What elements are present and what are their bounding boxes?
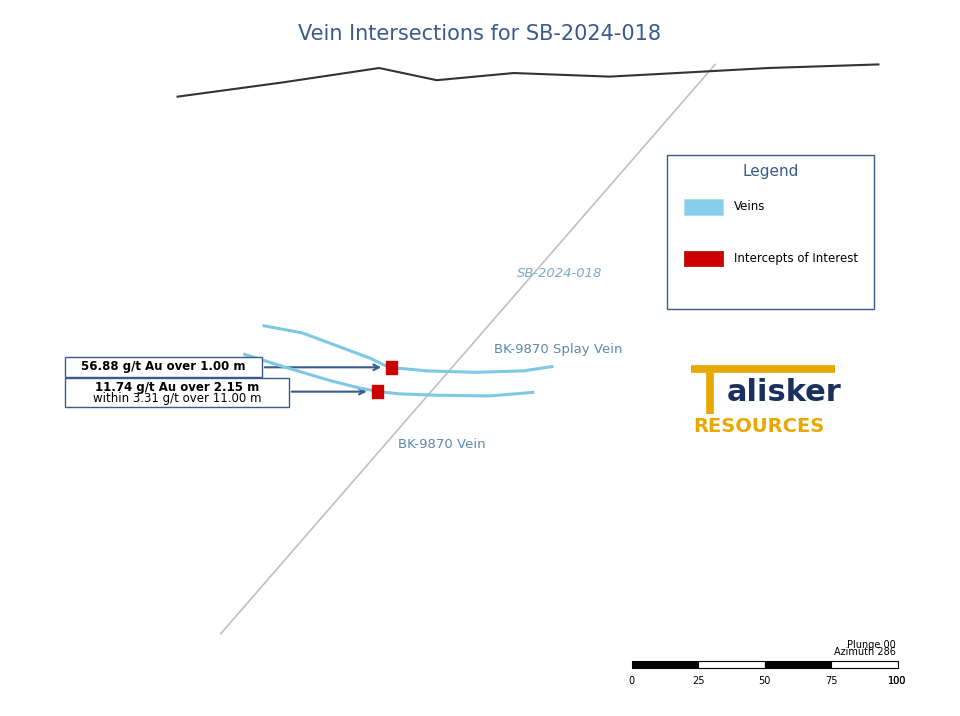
Text: 75: 75 [825, 676, 837, 686]
Text: 25: 25 [692, 676, 705, 686]
Text: 0: 0 [629, 676, 635, 686]
Bar [764, 661, 831, 668]
Text: Veins: Veins [734, 200, 766, 213]
Bar [698, 661, 765, 668]
Bar [684, 251, 723, 266]
Text: 56.88 g/t Au over 1.00 m: 56.88 g/t Au over 1.00 m [82, 360, 246, 373]
Bar [372, 385, 383, 398]
Text: alisker: alisker [727, 378, 842, 407]
Bar [632, 661, 698, 668]
Bar [386, 361, 397, 374]
Text: Plunge 00: Plunge 00 [847, 640, 896, 650]
Bar [667, 155, 874, 309]
Text: BK-9870 Splay Vein: BK-9870 Splay Vein [494, 343, 623, 356]
Text: 50: 50 [758, 676, 771, 686]
Bar [684, 199, 723, 215]
Text: RESOURCES: RESOURCES [693, 417, 824, 435]
Text: Vein Intersections for SB-2024-018: Vein Intersections for SB-2024-018 [299, 24, 661, 44]
Text: SB-2024-018: SB-2024-018 [516, 267, 602, 280]
Text: 11.74 g/t Au over 2.15 m: 11.74 g/t Au over 2.15 m [95, 381, 259, 394]
Text: Azimuth 286: Azimuth 286 [834, 647, 896, 657]
Text: within 3.31 g/t over 11.00 m: within 3.31 g/t over 11.00 m [93, 392, 261, 405]
Text: Legend: Legend [742, 164, 799, 178]
Text: 100: 100 [888, 676, 907, 686]
Text: 100: 100 [888, 676, 907, 686]
Bar [65, 378, 289, 407]
Bar [65, 357, 262, 377]
Text: Intercepts of Interest: Intercepts of Interest [734, 252, 858, 265]
Bar [831, 661, 898, 668]
Text: BK-9870 Vein: BK-9870 Vein [398, 438, 486, 451]
